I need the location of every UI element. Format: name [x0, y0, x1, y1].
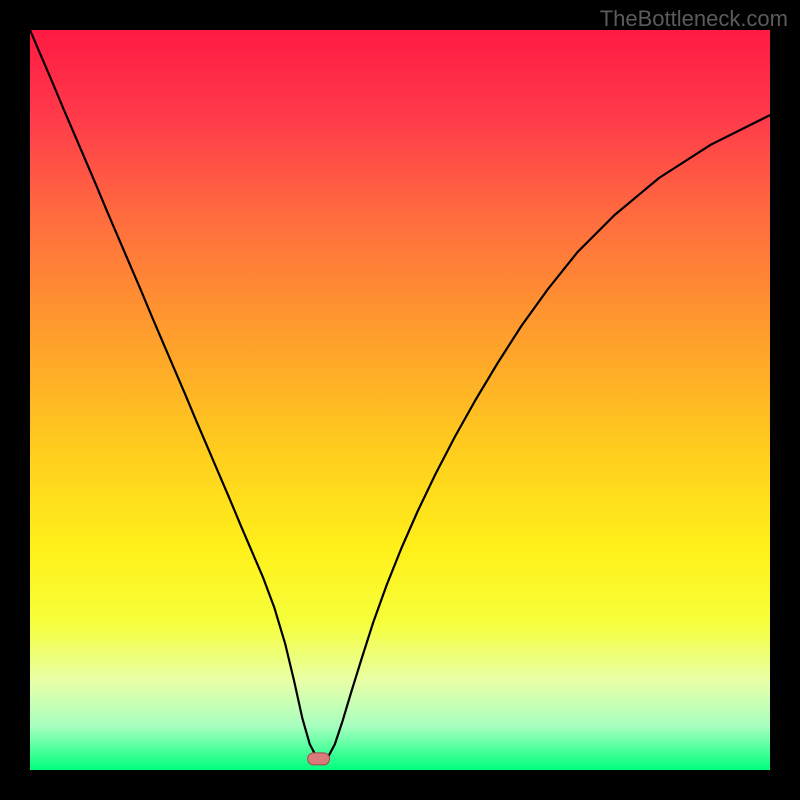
bottleneck-chart — [0, 0, 800, 800]
bottleneck-marker — [308, 753, 330, 765]
chart-frame: TheBottleneck.com — [0, 0, 800, 800]
watermark-text: TheBottleneck.com — [600, 6, 788, 32]
chart-gradient-bg — [30, 30, 770, 770]
